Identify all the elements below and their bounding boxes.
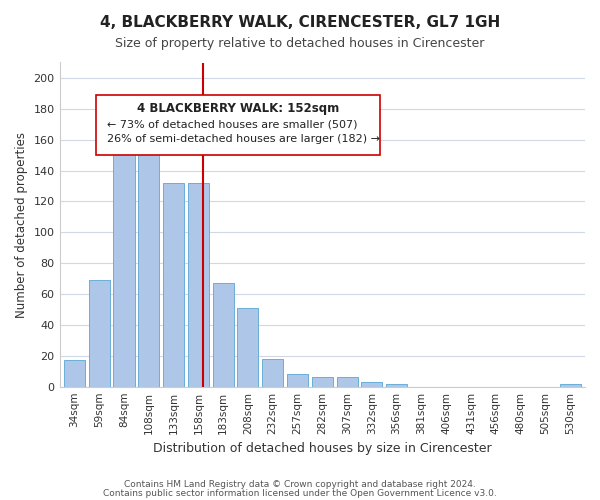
Bar [262, 359, 283, 386]
X-axis label: Distribution of detached houses by size in Cirencester: Distribution of detached houses by size … [153, 442, 491, 455]
Bar [361, 382, 382, 386]
Bar [238, 308, 259, 386]
Text: Contains public sector information licensed under the Open Government Licence v3: Contains public sector information licen… [103, 488, 497, 498]
FancyBboxPatch shape [97, 95, 380, 155]
Bar [386, 384, 407, 386]
Bar [64, 360, 85, 386]
Bar [188, 183, 209, 386]
Text: 26% of semi-detached houses are larger (182) →: 26% of semi-detached houses are larger (… [107, 134, 380, 144]
Bar [89, 280, 110, 386]
Y-axis label: Number of detached properties: Number of detached properties [15, 132, 28, 318]
Bar [312, 378, 333, 386]
Bar [337, 378, 358, 386]
Bar [287, 374, 308, 386]
Bar [560, 384, 581, 386]
Bar [163, 183, 184, 386]
Bar [113, 140, 134, 386]
Bar [138, 135, 160, 386]
Text: Size of property relative to detached houses in Cirencester: Size of property relative to detached ho… [115, 38, 485, 51]
Bar [212, 284, 233, 387]
Text: 4 BLACKBERRY WALK: 152sqm: 4 BLACKBERRY WALK: 152sqm [137, 102, 340, 115]
Text: ← 73% of detached houses are smaller (507): ← 73% of detached houses are smaller (50… [107, 120, 358, 130]
Text: Contains HM Land Registry data © Crown copyright and database right 2024.: Contains HM Land Registry data © Crown c… [124, 480, 476, 489]
Text: 4, BLACKBERRY WALK, CIRENCESTER, GL7 1GH: 4, BLACKBERRY WALK, CIRENCESTER, GL7 1GH [100, 15, 500, 30]
